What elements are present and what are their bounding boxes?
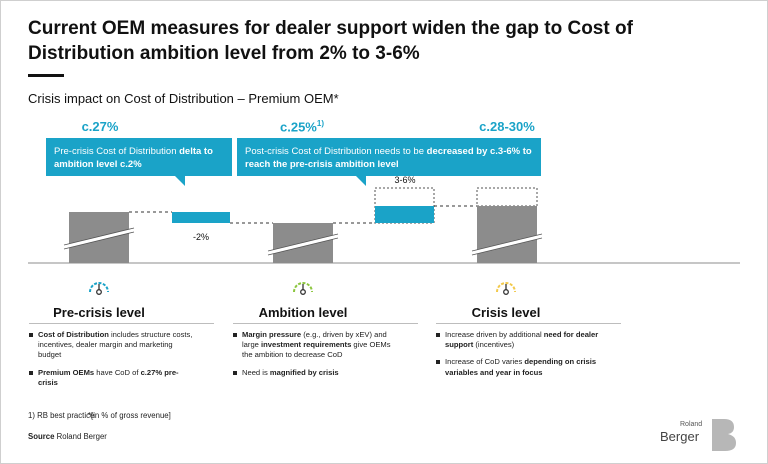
post-crisis-callout: Post-crisis Cost of Distribution needs t… xyxy=(237,138,541,176)
ambition-footnote-marker: 1) xyxy=(316,119,324,128)
list-item: Need is magnified by crisis xyxy=(233,368,398,378)
company-logo: Roland Berger xyxy=(660,418,742,452)
pre-crisis-bullets: Cost of Distribution includes structure … xyxy=(29,330,194,395)
post-crisis-callout-text: Post-crisis Cost of Distribution needs t… xyxy=(245,146,427,157)
pre-crisis-percent: c.27% xyxy=(81,119,119,134)
pre-crisis-callout-tail xyxy=(175,176,185,186)
list-item: Increase driven by additional need for d… xyxy=(436,330,601,350)
gauge-icon xyxy=(496,282,516,295)
gauge-icon xyxy=(89,282,109,295)
level-title-pre-crisis: Pre-crisis level xyxy=(53,305,145,320)
slide-title: Current OEM measures for dealer support … xyxy=(28,18,633,64)
level-title-crisis: Crisis level xyxy=(471,305,541,320)
ambition-axis-break xyxy=(267,233,339,256)
pre-crisis-callout: Pre-crisis Cost of Distribution delta to… xyxy=(46,138,232,176)
ambition-bullets: Margin pressure (e.g., driven by xEV) an… xyxy=(233,330,398,385)
ambition-percent: c.25%1) xyxy=(262,119,342,134)
logo-b-icon xyxy=(712,419,736,451)
delta-down-bar xyxy=(172,212,230,223)
crisis-axis-break xyxy=(471,233,543,256)
level-divider xyxy=(29,323,214,324)
title-rule xyxy=(28,74,64,77)
pre-crisis-callout-bold: delta to ambition level c.2% xyxy=(54,146,213,170)
level-title-ambition: Ambition level xyxy=(258,305,348,320)
gauge-icon xyxy=(293,282,313,295)
pre-crisis-axis-break xyxy=(63,227,135,250)
level-divider xyxy=(233,323,418,324)
crisis-bullets: Increase driven by additional need for d… xyxy=(436,330,601,385)
delta-down-label: -2% xyxy=(193,232,209,242)
footnote-unit: *[in % of gross revenue] xyxy=(88,411,171,420)
post-crisis-callout-tail xyxy=(356,176,366,186)
ambition-percent-value: c.25% xyxy=(280,119,317,135)
crisis-percent: c.28-30% xyxy=(479,119,535,134)
source-line: Source Roland Berger xyxy=(28,432,107,441)
delta-up-label: 3-6% xyxy=(394,175,415,185)
logo-text-small: Roland xyxy=(680,421,703,428)
source-value: Roland Berger xyxy=(56,432,107,441)
chart-subtitle: Crisis impact on Cost of Distribution – … xyxy=(28,91,339,106)
list-item: Increase of CoD varies depending on cris… xyxy=(436,357,601,377)
pre-crisis-callout-text: Pre-crisis Cost of Distribution xyxy=(54,146,180,157)
level-divider xyxy=(436,323,621,324)
post-crisis-callout-bold: decreased by c.3-6% to reach the pre-cri… xyxy=(245,146,532,170)
list-item: Margin pressure (e.g., driven by xEV) an… xyxy=(233,330,398,361)
crisis-bar xyxy=(477,206,537,263)
footnote-best-practice: 1) RB best practice xyxy=(28,411,95,420)
list-item: Cost of Distribution includes structure … xyxy=(29,330,194,361)
list-item: Premium OEMs have CoD of c.27% pre-crisi… xyxy=(29,368,194,388)
logo-text-big: Berger xyxy=(660,429,700,444)
source-label: Source xyxy=(28,432,55,441)
delta-up-bar xyxy=(375,206,434,223)
crisis-range-box xyxy=(476,187,538,207)
